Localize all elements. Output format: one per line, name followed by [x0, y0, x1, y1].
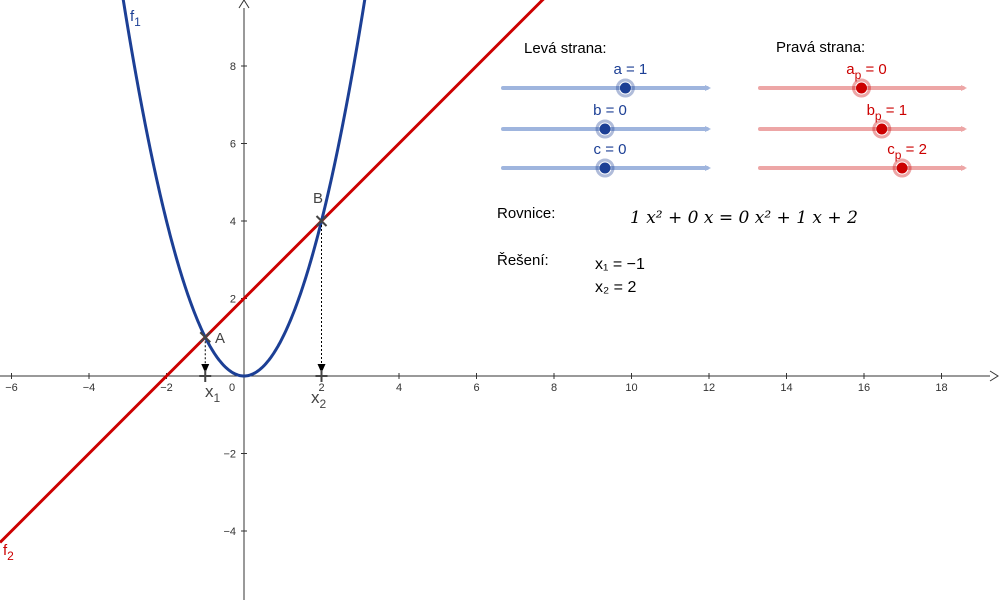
- slider-label: bp = 1: [867, 102, 907, 123]
- right-sliders: ap = 0 bp = 1 cp = 2: [758, 61, 967, 178]
- slider-knob[interactable]: [896, 162, 908, 174]
- x-tick-label: 4: [396, 382, 402, 394]
- point-x2[interactable]: [315, 370, 328, 382]
- equation-text: 1 x² + 0 x = 0 x² + 1 x + 2: [630, 208, 858, 228]
- slider-knob-halo: [892, 158, 912, 178]
- f1-label: f1: [130, 8, 141, 29]
- projection-arrow-x2-icon: [317, 364, 326, 373]
- function-f1-parabola[interactable]: [116, 0, 372, 378]
- right-slider-b[interactable]: bp = 1: [758, 102, 967, 139]
- x-tick-label: −6: [5, 382, 18, 394]
- right-slider-a[interactable]: ap = 0: [758, 61, 967, 98]
- x-tick-label: 2: [318, 382, 324, 394]
- slider-label: cp = 2: [887, 141, 927, 162]
- y-axis-ticks: 8 6 4 2 −2 −4: [223, 61, 247, 538]
- y-axis-arrow-icon: [238, 0, 250, 9]
- right-panel-title: Pravá strana:: [776, 39, 865, 56]
- slider-knob[interactable]: [876, 123, 888, 135]
- f2-label: f2: [3, 542, 14, 563]
- point-b-label: B: [313, 190, 323, 207]
- left-slider-c[interactable]: c = 0: [501, 141, 711, 178]
- slider-knob-halo: [872, 119, 892, 139]
- slider-knob-halo: [615, 78, 635, 98]
- projection-arrow-x1-icon: [201, 364, 210, 373]
- y-tick-label: −4: [223, 526, 236, 538]
- slider-arrow-icon: [705, 165, 711, 171]
- y-tick-label: −2: [223, 449, 236, 461]
- left-slider-b[interactable]: b = 0: [501, 102, 711, 139]
- x-tick-label: −4: [83, 382, 96, 394]
- slider-knob[interactable]: [599, 123, 611, 135]
- solution-label: Řešení:: [497, 252, 549, 269]
- y-tick-label: 8: [230, 61, 236, 73]
- x-tick-label: −2: [160, 382, 173, 394]
- y-tick-label: 2: [230, 294, 236, 306]
- right-slider-c[interactable]: cp = 2: [758, 141, 967, 178]
- equation-label: Rovnice:: [497, 205, 555, 222]
- point-a[interactable]: [199, 331, 211, 343]
- slider-knob[interactable]: [856, 82, 867, 94]
- function-f2-line[interactable]: [0, 0, 592, 544]
- y-tick-label: 4: [230, 216, 236, 228]
- solution-x1: x₁ = −1: [595, 256, 645, 273]
- y-tick-label: 6: [230, 139, 236, 151]
- slider-arrow-icon: [961, 165, 967, 171]
- point-b[interactable]: [315, 215, 328, 227]
- x2-label: x2: [311, 388, 327, 411]
- point-x1[interactable]: [199, 370, 212, 382]
- slider-arrow-icon: [961, 85, 967, 91]
- left-panel-title: Levá strana:: [524, 40, 607, 57]
- slider-label: ap = 0: [846, 61, 886, 82]
- x-tick-label: 12: [703, 382, 715, 394]
- point-a-label: A: [215, 330, 225, 347]
- x-tick-label: 10: [625, 382, 637, 394]
- x-tick-label: 14: [780, 382, 792, 394]
- slider-knob[interactable]: [599, 162, 611, 174]
- x-tick-label: 16: [858, 382, 870, 394]
- left-slider-a[interactable]: a = 1: [501, 61, 711, 98]
- slider-label: c = 0: [594, 141, 627, 158]
- slider-knob-halo: [852, 78, 871, 98]
- x-tick-label: 18: [935, 382, 947, 394]
- x-tick-label: 6: [473, 382, 479, 394]
- slider-arrow-icon: [961, 126, 967, 132]
- slider-arrow-icon: [705, 85, 711, 91]
- x-tick-label: 0: [229, 382, 235, 394]
- slider-knob-halo: [595, 119, 615, 139]
- slider-knob-halo: [595, 158, 615, 178]
- slider-label: a = 1: [614, 61, 648, 78]
- left-sliders: a = 1 b = 0 c = 0: [501, 61, 711, 178]
- solution-x2: x₂ = 2: [595, 279, 636, 296]
- slider-arrow-icon: [705, 126, 711, 132]
- slider-label: b = 0: [593, 102, 627, 119]
- x-tick-label: 8: [551, 382, 557, 394]
- slider-knob[interactable]: [619, 82, 631, 94]
- x-axis-arrow-icon: [989, 370, 999, 382]
- x1-label: x1: [205, 382, 221, 405]
